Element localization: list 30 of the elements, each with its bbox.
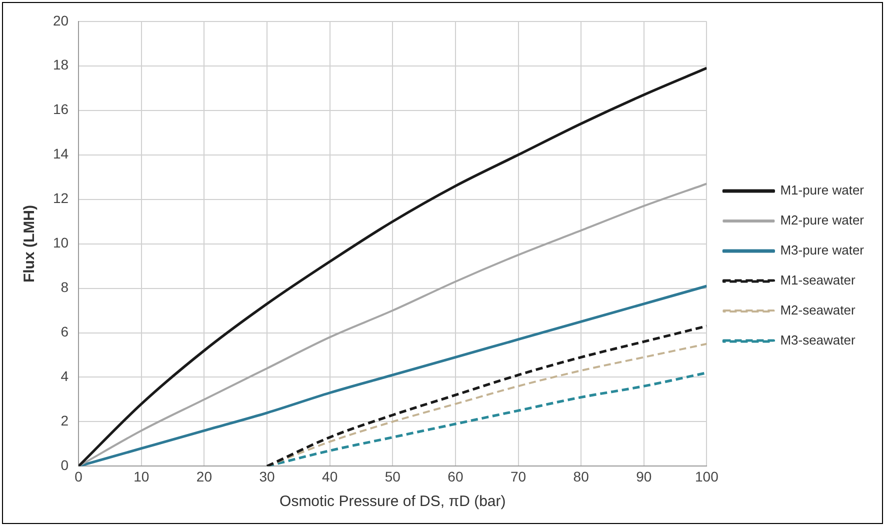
x-tick-label: 70 [510,468,526,484]
x-tick-label: 20 [196,468,212,484]
y-tick-label: 12 [52,190,69,206]
x-tick-label: 80 [573,468,590,484]
y-axis-title: Flux (LMH) [21,205,38,283]
x-tick-label: 10 [134,468,150,484]
legend-label: M2-pure water [780,212,865,228]
y-tick-label: 0 [60,457,69,474]
y-tick-label: 10 [52,234,69,251]
x-tick-label: 40 [322,468,338,484]
x-tick-label: 30 [259,468,276,484]
legend-label: M1-seawater [780,272,856,288]
x-axis-title: Osmotic Pressure of DS, πD (bar) [280,493,506,510]
legend-label: M1-pure water [780,182,865,198]
y-tick-label: 4 [60,368,69,384]
y-tick-label: 16 [52,101,69,118]
x-tick-label: 100 [695,468,719,484]
y-tick-label: 20 [52,12,69,28]
y-tick-label: 18 [52,56,69,73]
legend-label: M3-seawater [780,332,856,348]
y-tick-label: 14 [52,146,69,162]
legend-label: M3-pure water [780,242,865,258]
x-tick-label: 0 [74,468,83,484]
x-tick-label: 50 [384,468,401,484]
x-tick-label: 60 [448,468,464,484]
x-tick-label: 90 [636,468,652,484]
y-tick-label: 2 [60,412,69,429]
legend-label: M2-seawater [780,302,856,318]
y-tick-label: 6 [60,324,69,340]
y-tick-label: 8 [60,279,69,296]
